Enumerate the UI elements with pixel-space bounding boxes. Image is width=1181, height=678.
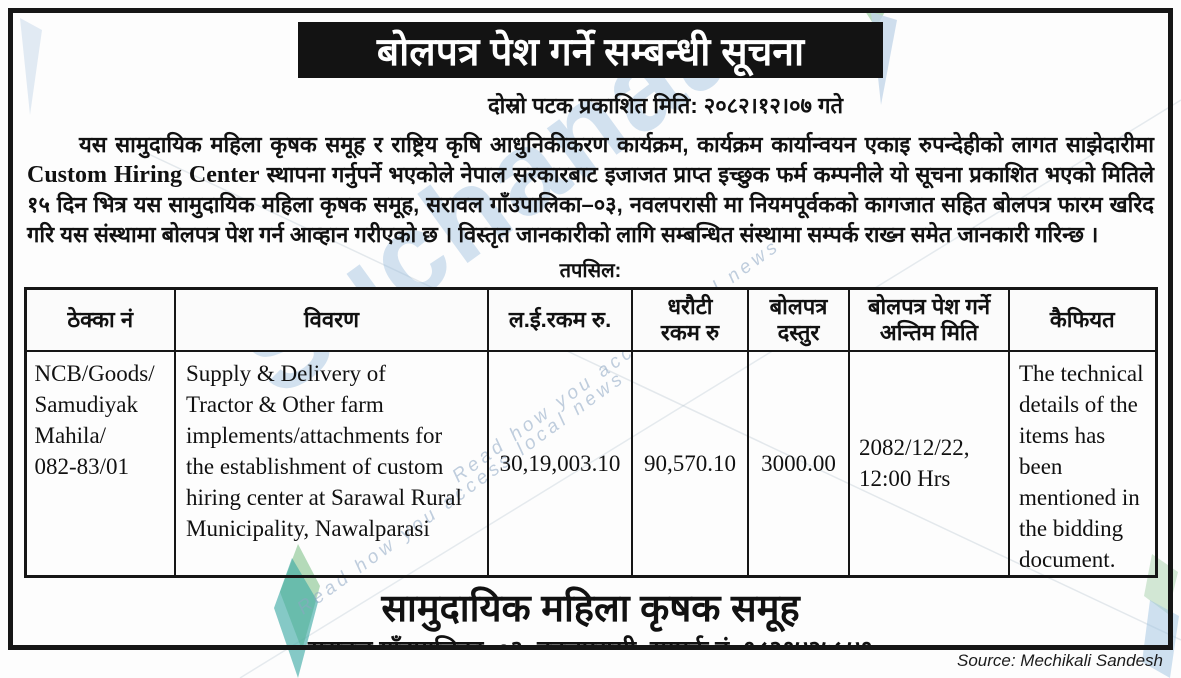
header-deadline: बोलपत्र पेश गर्ने अन्तिम मिति	[848, 287, 1010, 352]
source-credit: Source: Mechikali Sandesh	[956, 651, 1163, 670]
paragraph-part1: यस सामुदायिक महिला कृषक समूह र राष्ट्रिय…	[79, 132, 1154, 157]
cell-deposit-amount: 90,570.10	[631, 349, 749, 577]
notice-body-paragraph: यस सामुदायिक महिला कृषक समूह र राष्ट्रिय…	[27, 130, 1154, 250]
notice-border-box: बोलपत्र पेश गर्ने सम्बन्धी सूचना दोस्रो …	[8, 8, 1173, 650]
header-contract-no: ठेक्का नं	[24, 287, 176, 352]
notice-title: बोलपत्र पेश गर्ने सम्बन्धी सूचना	[376, 30, 805, 74]
cell-deadline: 2082/12/22, 12:00 Hrs	[848, 349, 1010, 577]
published-date-line: दोस्रो पटक प्रकाशित मिति: २०८२।१२।०७ गते	[487, 93, 844, 118]
paragraph-part2: स्थापना गर्नुपर्ने भएकोले नेपाल सरकारबाट…	[27, 162, 1154, 247]
tapsil-label: तपसिल:	[559, 260, 622, 282]
header-remarks: कैफियत	[1008, 287, 1157, 352]
cell-bid-fee: 3000.00	[747, 349, 850, 577]
cell-description: Supply & Delivery of Tractor & Other far…	[174, 349, 489, 577]
notice-title-banner: बोलपत्र पेश गर्ने सम्बन्धी सूचना	[298, 22, 883, 78]
custom-hiring-center-text: Custom Hiring Center	[27, 162, 260, 188]
organization-address: सरावल गाँउपालिका–०३, नवलपरासी, सम्पर्क न…	[307, 635, 874, 650]
tender-details-table: ठेक्का नं विवरण ल.ई.रकम रु. धरौटी रकम रु…	[23, 287, 1158, 578]
header-bid-fee: बोलपत्र दस्तुर	[747, 287, 850, 352]
cell-contract-no: NCB/Goods/ Samudiyak Mahila/ 082-83/01	[24, 349, 176, 577]
header-description: विवरण	[174, 287, 489, 352]
table-header-row: ठेक्का नं विवरण ल.ई.रकम रु. धरौटी रकम रु…	[24, 287, 1157, 352]
organization-name: सामुदायिक महिला कृषक समूह	[381, 587, 800, 630]
cell-estimated-amount: 30,19,003.10	[487, 349, 633, 577]
table-row: NCB/Goods/ Samudiyak Mahila/ 082-83/01 S…	[24, 349, 1157, 577]
header-estimated-amount: ल.ई.रकम रु.	[487, 287, 633, 352]
cell-remarks: The technical details of the items has b…	[1008, 349, 1157, 577]
header-deposit-amount: धरौटी रकम रु	[631, 287, 749, 352]
